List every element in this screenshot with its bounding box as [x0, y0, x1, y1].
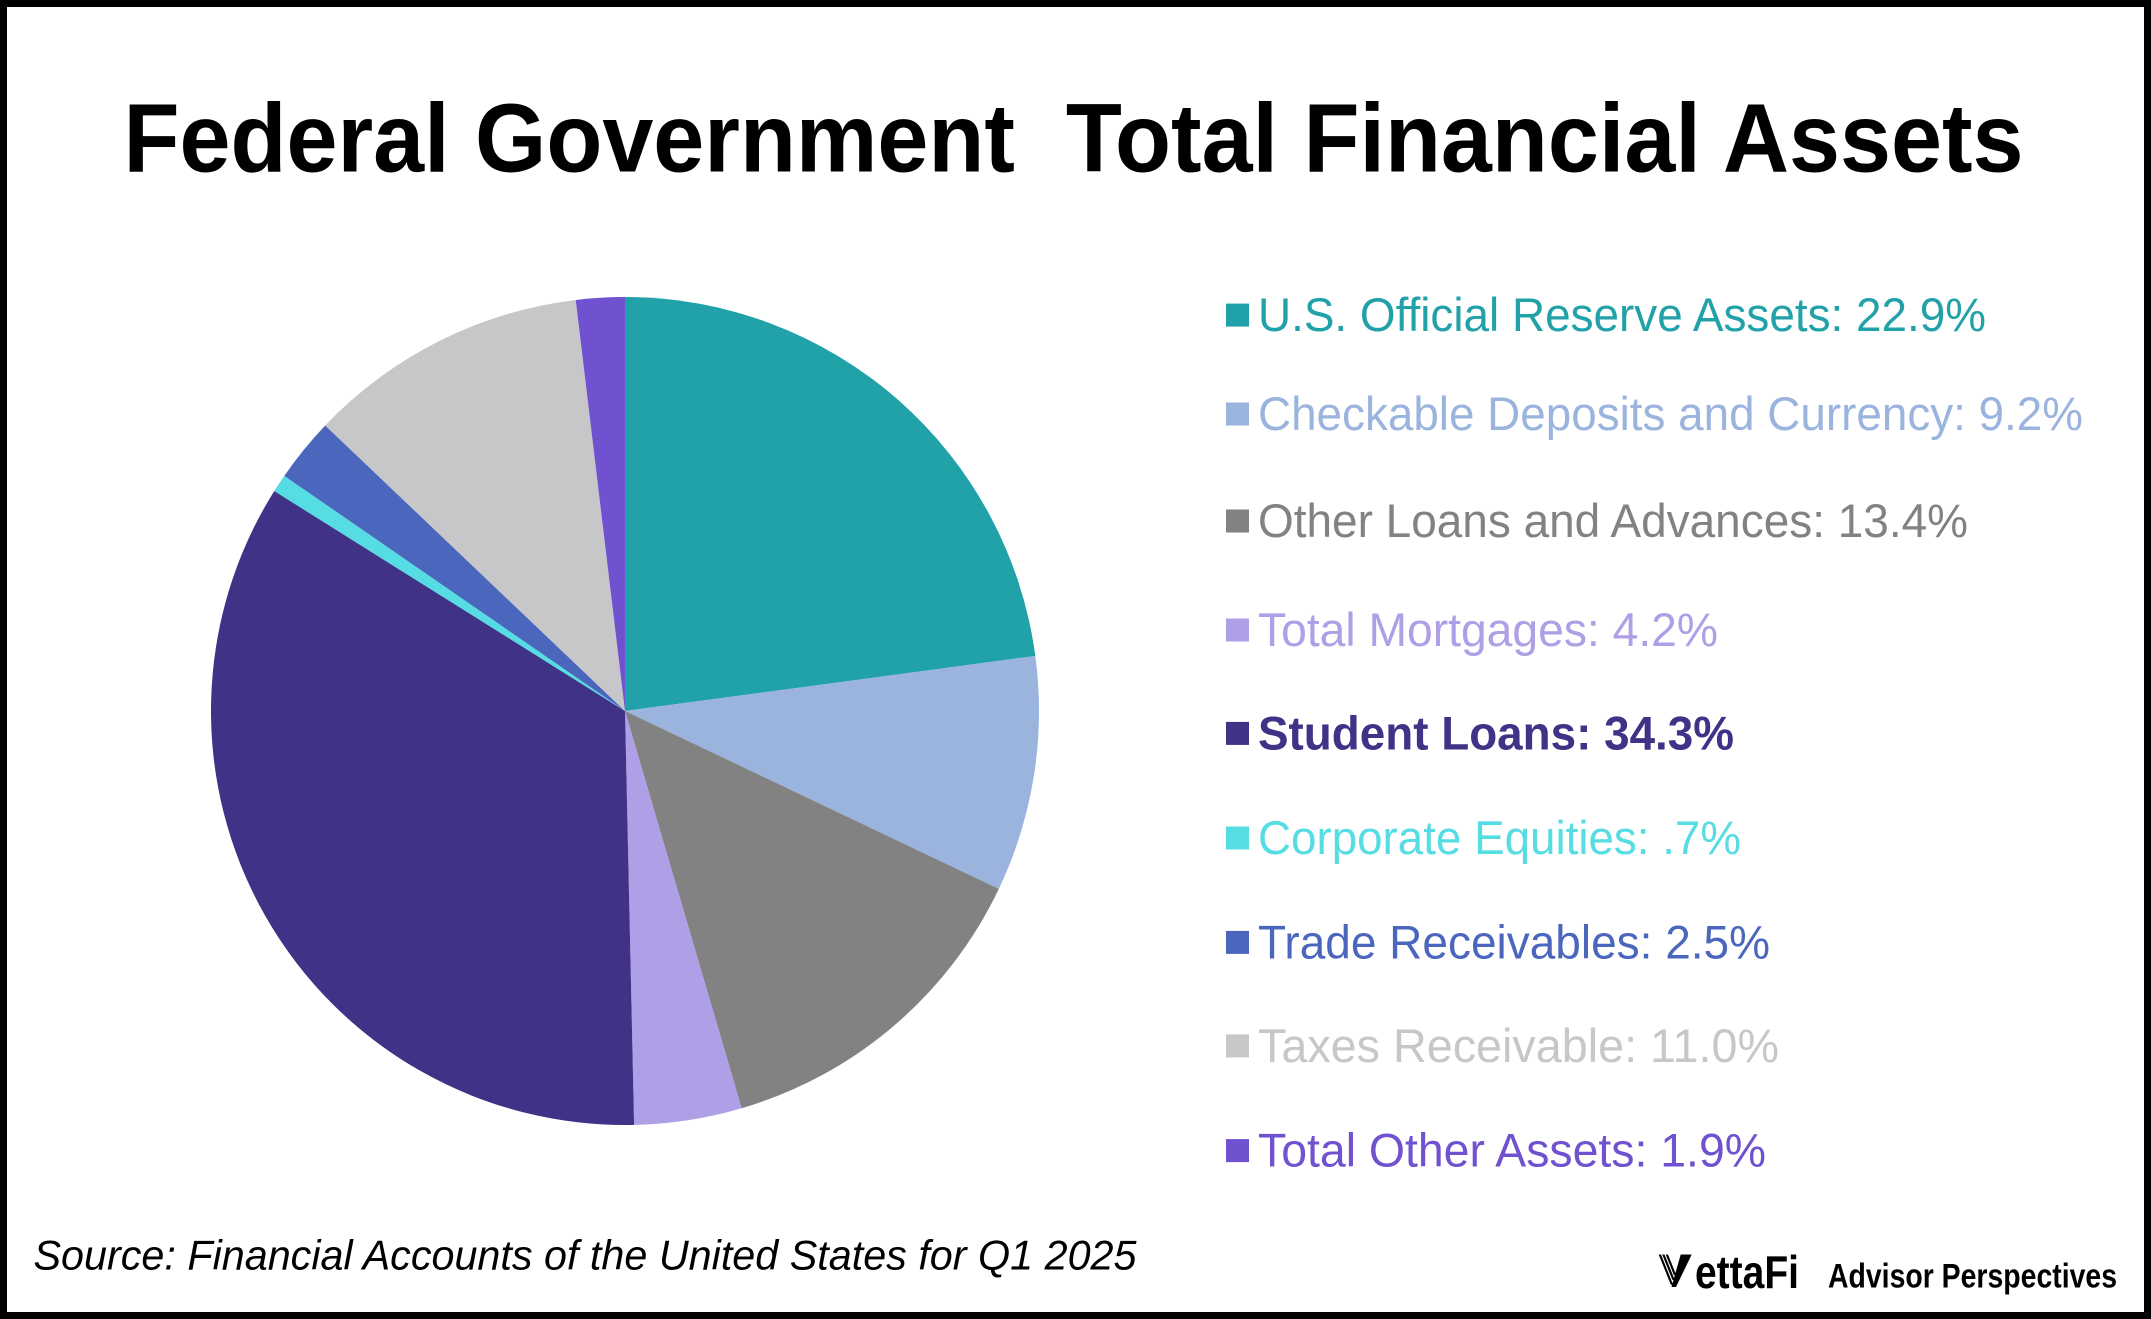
svg-text:Source: Financial Accounts of: Source: Financial Accounts of the United… — [34, 1232, 1138, 1279]
svg-text:Checkable Deposits and Currenc: Checkable Deposits and Currency: 9.2% — [1258, 387, 2083, 440]
svg-text:Total Mortgages: 4.2%: Total Mortgages: 4.2% — [1258, 603, 1718, 656]
svg-text:Corporate Equities: .7%: Corporate Equities: .7% — [1258, 811, 1741, 864]
svg-text:U.S. Official Reserve Assets:: U.S. Official Reserve Assets: 22.9% — [1258, 288, 1986, 341]
svg-text:Student Loans: 34.3%: Student Loans: 34.3% — [1258, 706, 1734, 759]
svg-text:Advisor Perspectives: Advisor Perspectives — [1828, 1258, 2117, 1296]
svg-text:ettaFi: ettaFi — [1695, 1246, 1799, 1298]
svg-text:Federal Government Total Fina: Federal Government Total Financial Asset… — [124, 84, 2024, 193]
svg-text:Total Other Assets: 1.9%: Total Other Assets: 1.9% — [1258, 1124, 1766, 1177]
svg-text:Other Loans and Advances: 13.4: Other Loans and Advances: 13.4% — [1258, 494, 1968, 547]
svg-text:Trade Receivables: 2.5%: Trade Receivables: 2.5% — [1258, 915, 1770, 968]
svg-text:Taxes Receivable: 11.0%: Taxes Receivable: 11.0% — [1258, 1019, 1779, 1072]
